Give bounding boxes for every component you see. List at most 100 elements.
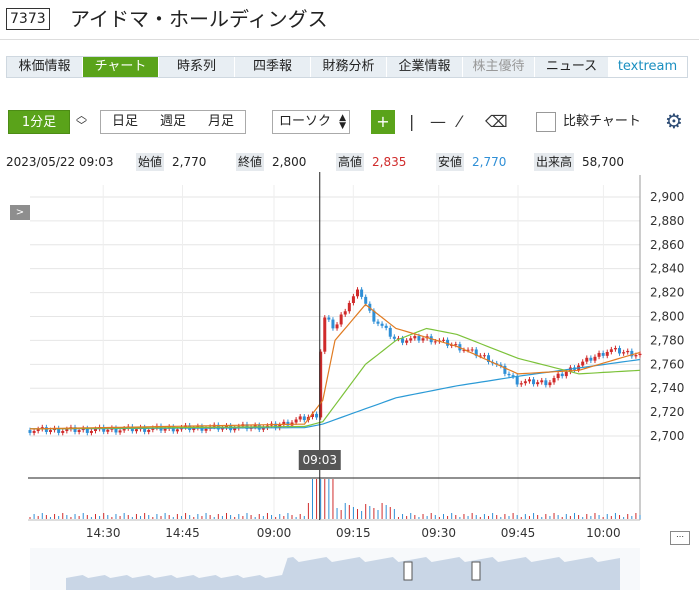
compare-checkbox[interactable] [536, 112, 556, 132]
candle-body [351, 296, 355, 303]
candle-body [339, 314, 343, 325]
candle-body [134, 429, 138, 432]
x-tick-label: 09:15 [336, 526, 371, 540]
y-tick-label: 2,900 [650, 190, 684, 204]
range-reset-button[interactable]: ⋯ [670, 531, 690, 545]
tab-news[interactable]: ニュース [535, 57, 609, 77]
candle-body [106, 429, 110, 432]
candle-body [118, 430, 122, 433]
tab-quarterly[interactable]: 四季報 [235, 57, 311, 77]
candle-body [540, 380, 544, 383]
tab-bar: 株価情報 チャート 時系列 四季報 財務分析 企業情報 株主優待 ニュース te… [6, 56, 688, 78]
interval-button[interactable]: 1分足 [8, 110, 70, 134]
candle-body [335, 324, 339, 329]
interval-stepper-icon[interactable]: ︿ ﹀ [76, 109, 87, 132]
candle-body [613, 348, 617, 350]
tab-company[interactable]: 企業情報 [387, 57, 463, 77]
period-monthly[interactable]: 月足 [207, 114, 234, 129]
candle-body [44, 427, 48, 432]
vertical-line-icon[interactable]: | [409, 112, 415, 131]
candle-body [327, 317, 331, 320]
x-tick-label: 14:30 [86, 526, 121, 540]
candle-body [85, 428, 89, 433]
candle-body [499, 364, 503, 366]
candle-body [441, 339, 445, 341]
tab-stock-info[interactable]: 株価情報 [7, 57, 83, 77]
candle-body [527, 379, 531, 382]
high-label: 高値 [336, 153, 365, 171]
candle-body [519, 383, 523, 385]
candle-body [73, 427, 77, 432]
candle-body [94, 429, 98, 432]
candle-body [171, 426, 175, 432]
gear-icon[interactable]: ⚙ [665, 109, 683, 133]
candle-body [470, 349, 474, 351]
candle-body [282, 421, 286, 425]
candle-body [233, 428, 237, 431]
chart-type-select[interactable]: ローソク ▲ ▼ [272, 110, 350, 134]
candle-body [61, 431, 65, 433]
tab-time-series[interactable]: 時系列 [159, 57, 235, 77]
candle-body [192, 428, 196, 431]
trendline-icon[interactable]: ⁄ [458, 112, 461, 131]
candle-body [585, 357, 589, 362]
candle-body [36, 429, 40, 432]
candle-body [405, 340, 409, 343]
candle-body [507, 373, 511, 376]
navigator-handle-right [471, 561, 481, 581]
y-tick-label: 2,700 [650, 429, 684, 443]
tab-textream[interactable]: textream [609, 57, 687, 77]
eraser-icon[interactable]: ⌫ [485, 112, 508, 131]
crosshair-label: 09:03 [302, 453, 337, 467]
period-daily[interactable]: 日足 [111, 114, 138, 129]
y-tick-label: 2,860 [650, 238, 684, 252]
candle-body [323, 317, 327, 352]
y-tick-label: 2,740 [650, 381, 684, 395]
candle-body [114, 427, 118, 433]
ma-long-line [29, 358, 641, 430]
candle-body [544, 380, 548, 386]
candle-body [515, 376, 519, 385]
volume-value: 58,700 [582, 155, 624, 169]
y-tick-label: 2,840 [650, 262, 684, 276]
candle-body [298, 416, 302, 420]
crosshair-icon[interactable]: + [371, 110, 395, 134]
candle-body [482, 355, 486, 357]
candle-body [556, 373, 560, 379]
candle-body [630, 350, 634, 357]
period-weekly[interactable]: 週足 [159, 114, 186, 129]
candle-body [360, 289, 364, 297]
candle-body [552, 378, 556, 383]
chart-type-label: ローソク [279, 114, 332, 129]
compare-label: 比較チャート [563, 114, 641, 129]
navigator-area [66, 557, 620, 590]
candle-body [315, 413, 319, 418]
candle-body [548, 382, 552, 386]
candle-body [446, 339, 450, 346]
tab-chart[interactable]: チャート [83, 57, 159, 77]
candle-body [589, 357, 593, 361]
chevron-right-icon[interactable]: > [10, 205, 30, 220]
candle-body [478, 355, 482, 357]
candle-body [421, 338, 425, 341]
candle-body [356, 289, 360, 297]
horizontal-line-icon[interactable]: — [430, 112, 446, 131]
candle-body [392, 336, 396, 339]
low-label: 安値 [436, 153, 465, 171]
tab-benefits[interactable]: 株主優待 [463, 57, 535, 77]
company-name: アイドマ・ホールディングス [70, 7, 328, 31]
info-datetime: 2023/05/22 09:03 [6, 155, 114, 169]
x-tick-label: 10:00 [586, 526, 621, 540]
candle-body [310, 413, 314, 417]
stock-header: 7373 アイドマ・ホールディングス [0, 0, 699, 40]
y-tick-label: 2,880 [650, 214, 684, 228]
candle-body [532, 379, 536, 385]
candle-body [372, 310, 376, 322]
candle-body [57, 428, 61, 433]
candle-body [511, 375, 515, 377]
y-tick-label: 2,720 [650, 405, 684, 419]
crosshair-label-box [298, 450, 341, 470]
candle-body [634, 355, 638, 357]
tab-financial[interactable]: 財務分析 [311, 57, 387, 77]
